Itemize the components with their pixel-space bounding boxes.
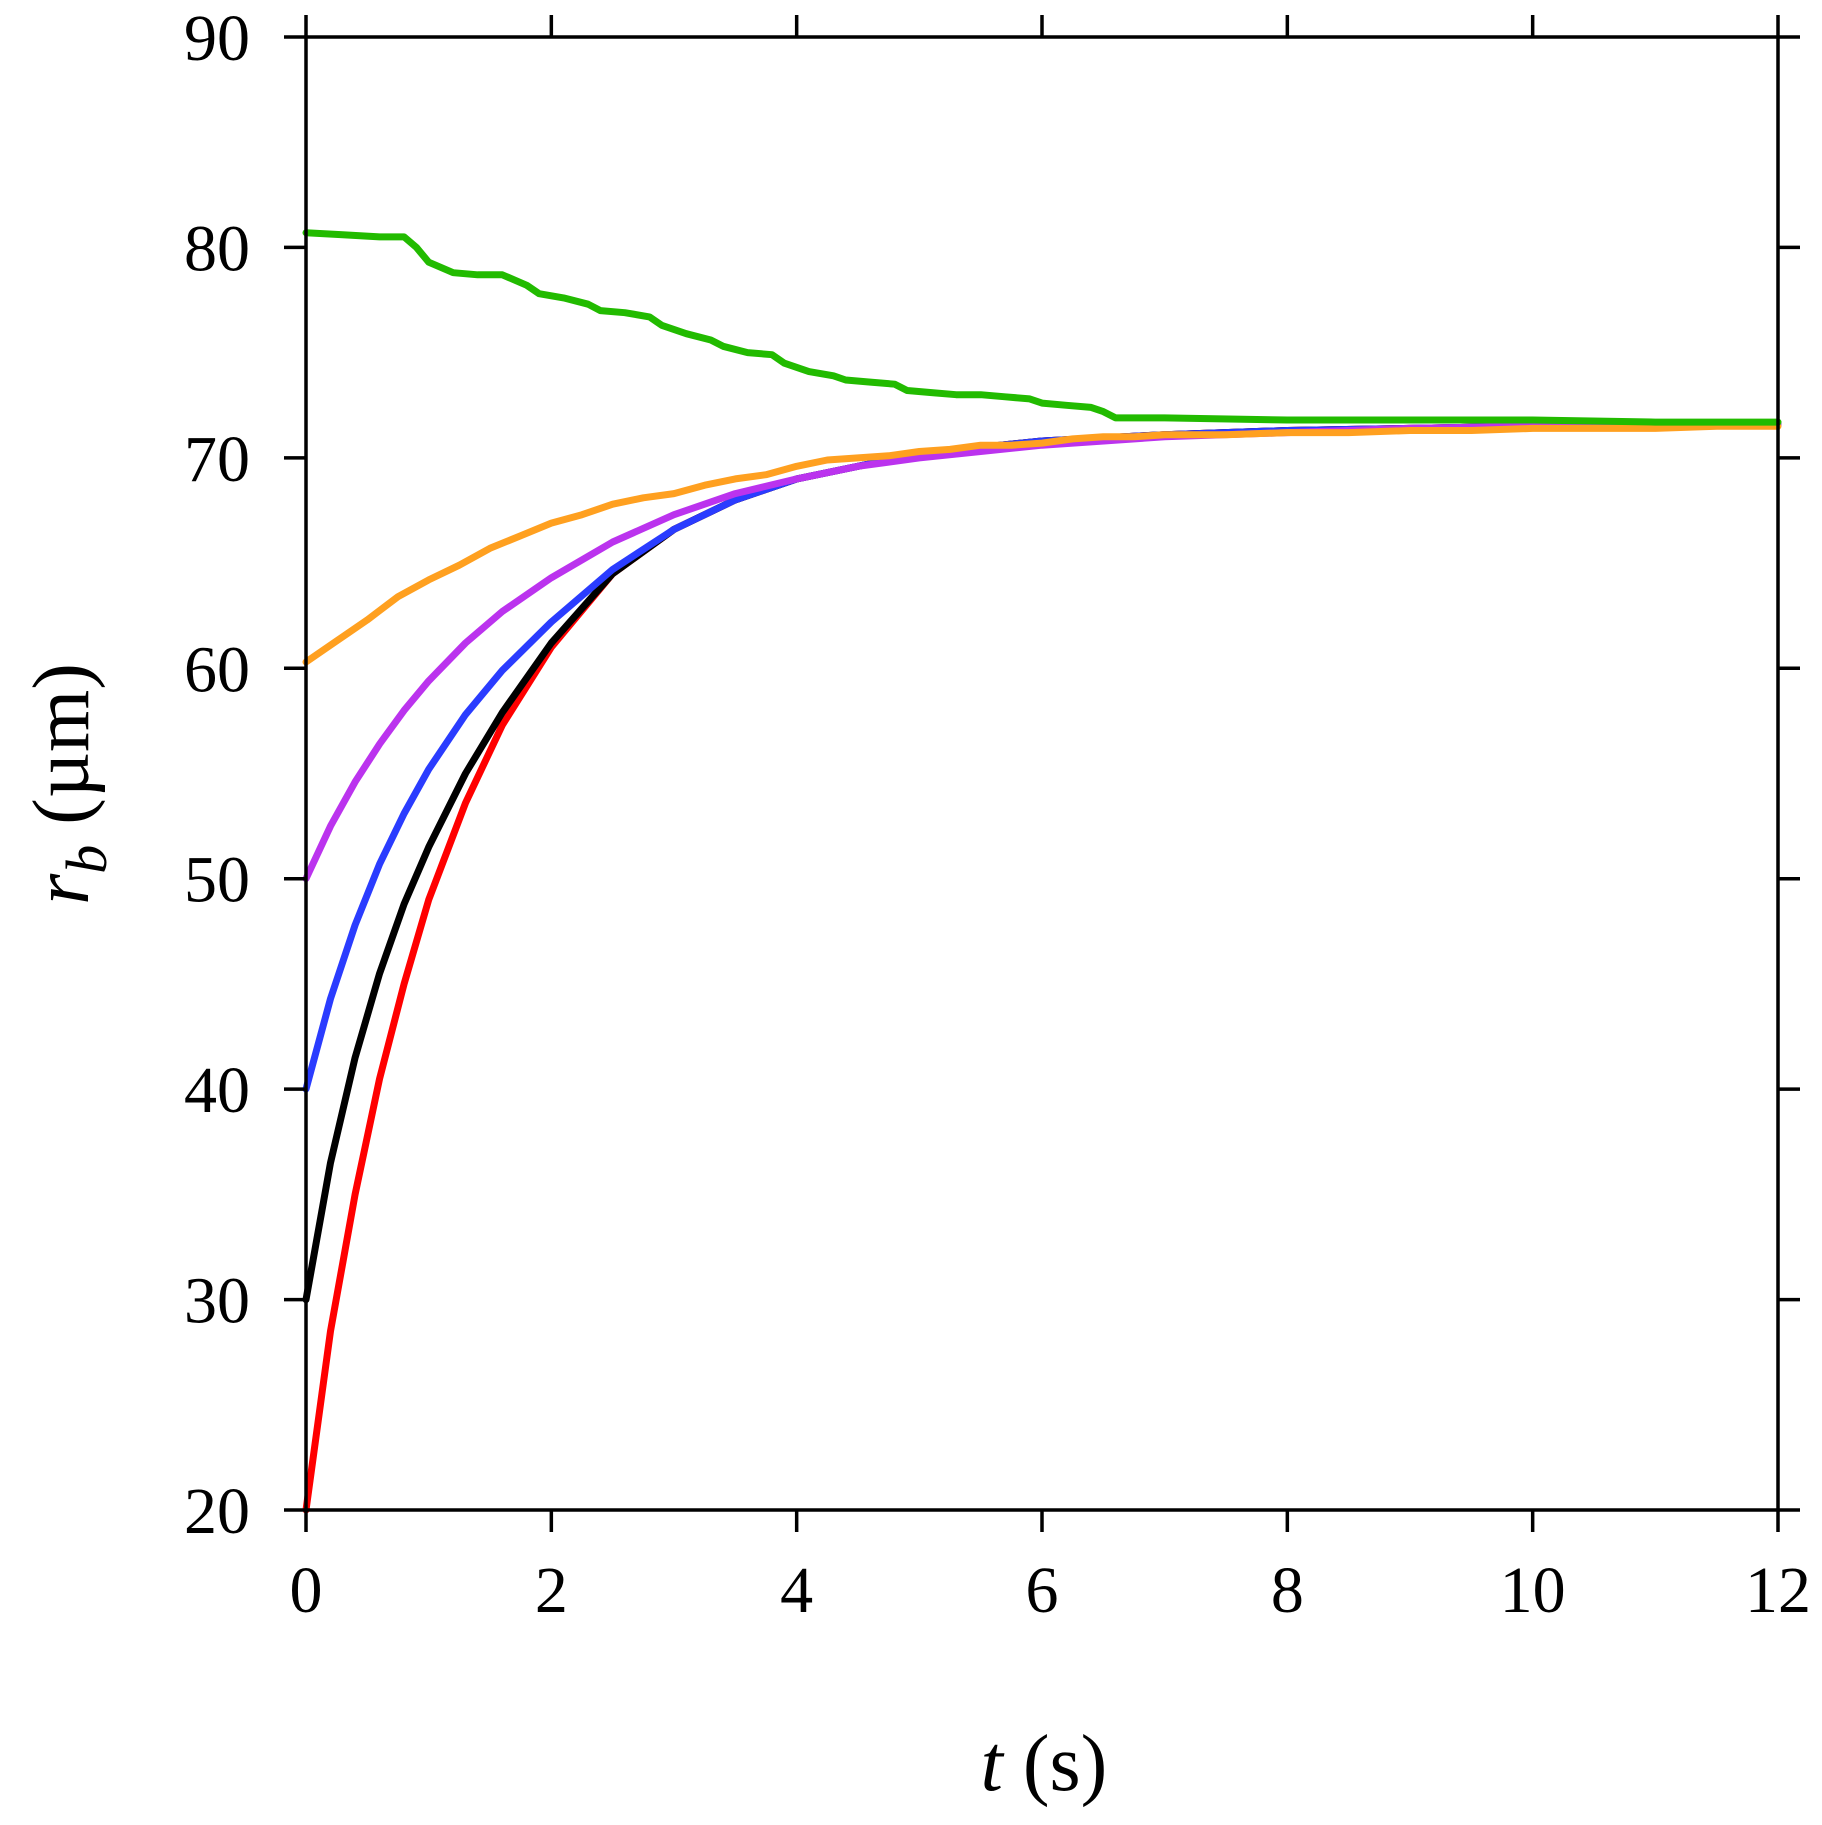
y-tick-label: 50 [184, 844, 250, 917]
y-tick-label: 30 [184, 1265, 250, 1338]
x-tick-label: 0 [290, 1554, 323, 1627]
x-tick-label: 12 [1745, 1554, 1811, 1627]
x-axis-variable: t [981, 1720, 1005, 1808]
y-axis-title: rb (µm) [18, 663, 119, 905]
y-axis-unit: (µm) [18, 663, 106, 845]
series-layer [302, 229, 1782, 1514]
y-axis: 20 30 40 50 60 70 80 90 [184, 2, 1800, 1548]
x-tick-label: 2 [535, 1554, 568, 1627]
x-axis-title: t (s) [981, 1720, 1108, 1808]
y-tick-label: 90 [184, 2, 250, 75]
x-tick-label: 10 [1500, 1554, 1566, 1627]
x-tick-label: 8 [1271, 1554, 1304, 1627]
axes-frame [304, 35, 1780, 1512]
x-tick-label: 4 [780, 1554, 813, 1627]
y-tick-label: 40 [184, 1054, 250, 1127]
y-axis-subscript: b [54, 845, 119, 874]
x-axis-unit: (s) [1003, 1720, 1107, 1808]
y-tick-label: 80 [184, 212, 250, 285]
y-tick-label: 20 [184, 1475, 250, 1548]
series-line-2 [302, 420, 1782, 1304]
plot-frame [304, 35, 1780, 1512]
y-axis-variable: r [18, 873, 106, 905]
series-line-6 [302, 229, 1782, 426]
y-tick-label: 60 [184, 633, 250, 706]
series-line-4 [302, 420, 1782, 883]
y-tick-label: 70 [184, 423, 250, 496]
series-line-1 [302, 420, 1782, 1514]
x-axis: 0 2 4 6 8 10 12 [290, 15, 1811, 1627]
series-line-3 [302, 420, 1782, 1093]
series-line-5 [302, 422, 1782, 666]
x-tick-label: 6 [1026, 1554, 1059, 1627]
